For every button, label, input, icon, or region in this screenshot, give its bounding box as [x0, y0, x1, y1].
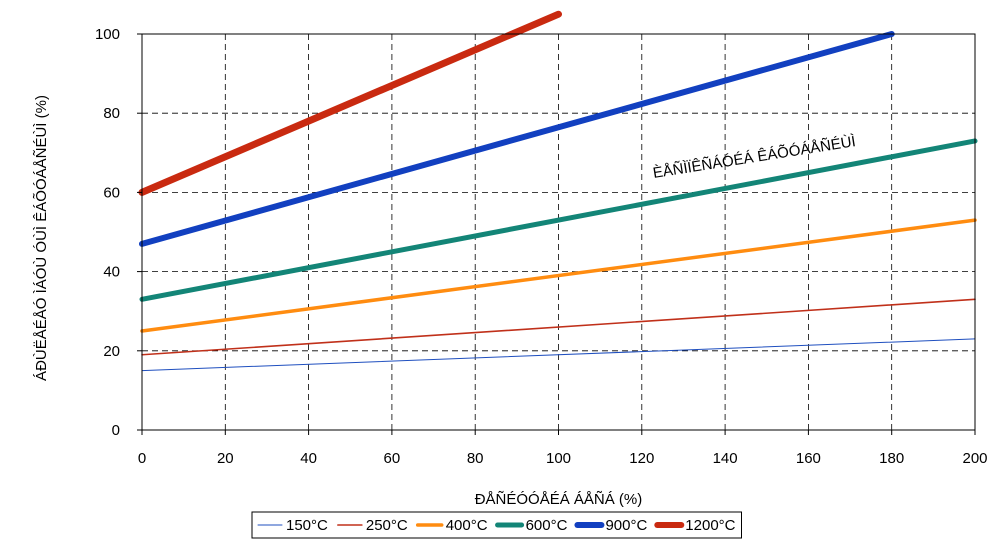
y-tick-label: 20	[103, 343, 120, 360]
legend-label-600°C: 600°C	[526, 517, 568, 534]
y-axis-label: ÁÐÙËÅÉÅÓ ÌÁÓÙ ÓÙÌ ÊÁÕÓÁÅÑÉÙÌ (%)	[33, 95, 50, 381]
series-line-900°C	[139, 31, 895, 247]
legend-label-1200°C: 1200°C	[685, 517, 735, 534]
series-line-400°C	[140, 218, 977, 333]
x-axis-label: ÐÅÑÉÓÓÅÉÁ ÁÅÑÁ (%)	[475, 491, 643, 508]
x-tick-label: 140	[713, 450, 738, 467]
x-tick-label: 80	[467, 450, 484, 467]
y-tick-label: 40	[103, 264, 120, 281]
series-layer	[138, 10, 978, 372]
legend-label-150°C: 150°C	[286, 517, 328, 534]
x-tick-label: 200	[962, 450, 987, 467]
x-tick-label: 0	[138, 450, 146, 467]
legend-label-400°C: 400°C	[446, 517, 488, 534]
grid	[142, 34, 975, 430]
ticks: 0 20 40 60 80 100 120 140 160 180 200 0 20 40 60 80 100	[95, 26, 988, 467]
legend-label-900°C: 900°C	[605, 517, 647, 534]
x-tick-label: 20	[217, 450, 234, 467]
x-tick-label: 180	[879, 450, 904, 467]
plot-frame	[141, 33, 976, 431]
y-tick-label: 80	[103, 105, 120, 122]
annotation-label: ÈÅÑÌÏÊÑÁÓÉÁ ÊÁÕÓÁÅÑÉÙÌ	[652, 133, 857, 182]
x-tick-label: 160	[796, 450, 821, 467]
x-tick-label: 60	[384, 450, 401, 467]
series-line-600°C	[139, 138, 978, 302]
x-tick-label: 100	[546, 450, 571, 467]
x-tick-label: 120	[629, 450, 654, 467]
x-tick-label: 40	[300, 450, 317, 467]
legend: 150°C 250°C 400°C 600°C 900°C 1200°C	[251, 511, 742, 539]
y-tick-label: 0	[112, 422, 120, 439]
series-line-150°C	[141, 338, 976, 372]
series-line-1200°C	[138, 10, 562, 196]
y-tick-label: 60	[103, 184, 120, 201]
series-line-250°C	[141, 298, 976, 356]
y-tick-label: 100	[95, 26, 120, 43]
legend-label-250°C: 250°C	[366, 517, 408, 534]
